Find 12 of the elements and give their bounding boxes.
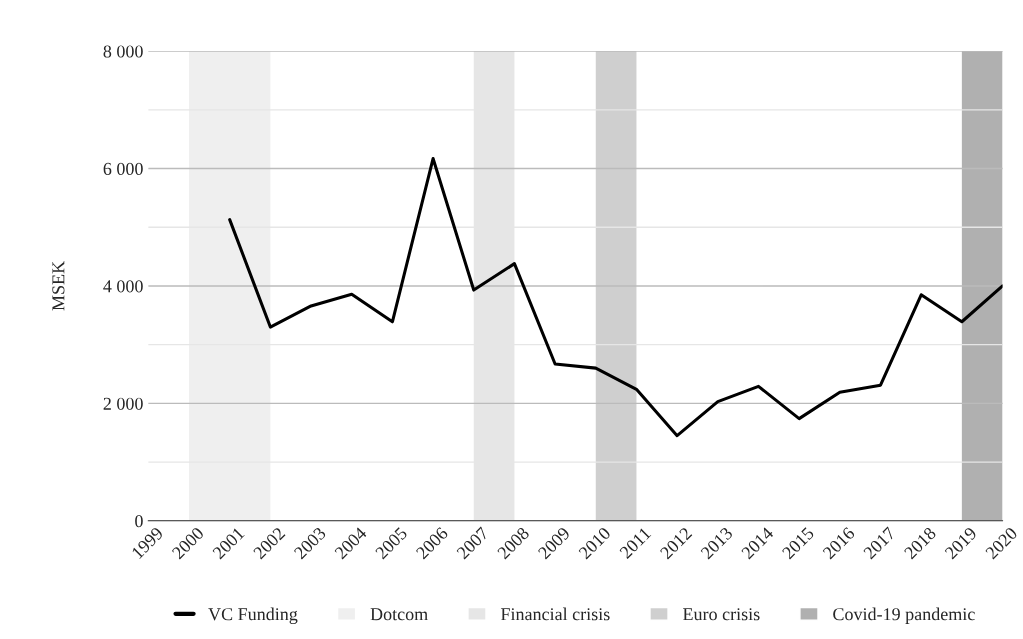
legend-label: Financial crisis bbox=[500, 607, 610, 621]
line-series bbox=[228, 157, 1003, 438]
legend-label: VC Funding bbox=[208, 607, 298, 625]
y-axis-title: MSEK bbox=[52, 261, 65, 311]
legend-label: Covid-19 pandemic bbox=[833, 607, 975, 624]
y-tick-label: 2 000 bbox=[103, 397, 143, 410]
y-tick-label: 6 000 bbox=[103, 162, 143, 175]
y-tick-label: 8 000 bbox=[103, 45, 143, 58]
legend-label: Euro crisis bbox=[683, 608, 760, 621]
legend-label: Dotcom bbox=[370, 608, 428, 621]
y-tick-label: 4 000 bbox=[103, 280, 143, 293]
y-tick-label: 0 bbox=[135, 515, 143, 528]
